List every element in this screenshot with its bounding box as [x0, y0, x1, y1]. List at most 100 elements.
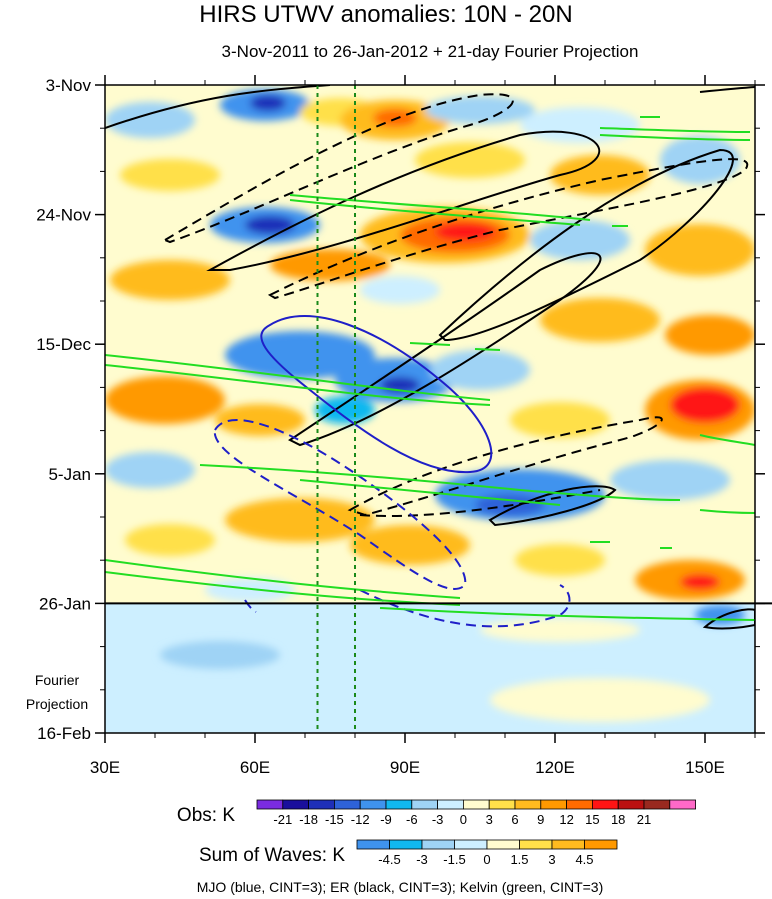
anomaly-blob — [670, 387, 740, 423]
projection-blob — [490, 678, 710, 722]
kelvin-contours — [105, 116, 755, 621]
kelvin-contour — [289, 199, 581, 226]
colorbar-swatch — [437, 799, 464, 810]
colorbar-swatch — [282, 799, 309, 810]
x-tick-label: 90E — [390, 758, 420, 777]
kelvin-contour — [599, 134, 751, 141]
anomaly-blob — [105, 102, 195, 138]
colorbar-level-label: -21 — [273, 812, 292, 827]
anomaly-blob — [530, 220, 630, 260]
waves-colorbar: -4.5 -3 -1.5 0 1.5 3 4.5 — [356, 839, 618, 867]
y-tick-label: 3-Nov — [46, 76, 92, 95]
anomaly-blob — [105, 452, 195, 488]
kelvin-contour — [699, 509, 755, 514]
colorbar-swatch — [551, 839, 585, 850]
projection-blob — [160, 641, 280, 669]
plot-frame — [104, 84, 756, 734]
kelvin-contour — [105, 559, 461, 599]
er-contour-positive — [699, 86, 755, 93]
er-contour-positive — [438, 148, 734, 342]
anomaly-blob — [610, 460, 730, 500]
y-tick-label: 5-Jan — [48, 465, 91, 484]
waves-colorbar-label: Sum of Waves: K — [199, 845, 345, 866]
anomaly-blob — [665, 315, 755, 355]
colorbar-swatch — [462, 799, 490, 810]
y-axis: 3-Nov 24-Nov 15-Dec 5-Jan 26-Jan 16-Feb — [36, 76, 765, 743]
kelvin-contour — [409, 342, 451, 346]
anomaly-blob — [120, 159, 220, 191]
colorbar-swatch — [389, 839, 423, 850]
y-tick-label: 26-Jan — [39, 594, 91, 613]
kelvin-contour — [599, 127, 751, 133]
er-contour-negative — [359, 489, 601, 517]
anomaly-blob — [515, 544, 605, 576]
anomaly-blob — [105, 376, 225, 424]
chart-title: HIRS UTWV anomalies: 10N - 20N — [199, 1, 572, 28]
colorbar-level-label: -12 — [351, 812, 370, 827]
obs-colorbar-label: Obs: K — [177, 805, 235, 826]
er-contour-positive — [488, 485, 617, 527]
kelvin-contour — [474, 348, 501, 351]
colorbar-swatch — [359, 799, 387, 810]
colorbar-swatch — [486, 839, 520, 850]
y-tick-label: 15-Dec — [36, 335, 91, 354]
colorbar-swatch — [566, 799, 593, 810]
kelvin-contour — [105, 354, 491, 401]
colorbar-swatch — [514, 799, 542, 810]
colorbar-swatch — [356, 839, 390, 850]
colorbar-level-label: 15 — [585, 812, 599, 827]
colorbar-level-label: 0 — [460, 812, 467, 827]
kelvin-contour — [379, 607, 755, 621]
plot-area — [105, 85, 755, 733]
obs-colorbar: -21 -18 -15 -12 -9 -6 -3 0 3 6 9 12 15 18 21 — [256, 799, 696, 827]
y-tick-label: 16-Feb — [37, 724, 91, 743]
reference-longitude-lines — [316, 85, 356, 733]
mjo-contour-negative — [244, 599, 257, 613]
colorbar-swatch — [488, 799, 516, 810]
colorbar-level-label: -1.5 — [443, 852, 465, 867]
contour-caption: MJO (blue, CINT=3); ER (black, CINT=3); … — [197, 879, 604, 895]
anomaly-blob — [680, 574, 720, 590]
projection-blob — [480, 618, 640, 642]
anomaly-blob — [435, 223, 495, 241]
er-contour-positive — [702, 608, 755, 630]
anomaly-blob — [360, 276, 440, 304]
colorbar-level-label: 21 — [637, 812, 651, 827]
kelvin-contour — [289, 194, 591, 221]
er-contour-positive — [105, 85, 331, 129]
colorbar-swatch — [454, 839, 488, 850]
anomaly-blob — [510, 402, 610, 438]
mjo-contour-negative — [359, 584, 571, 628]
colorbar-level-label: -3 — [416, 852, 428, 867]
anomaly-blob — [660, 136, 740, 184]
colorbar-level-label: -9 — [380, 812, 392, 827]
anomaly-blob — [550, 155, 650, 195]
anomaly-blob — [215, 404, 305, 436]
anomaly-blob — [245, 216, 295, 234]
colorbar-level-label: 1.5 — [510, 852, 528, 867]
colorbar-level-label: 12 — [559, 812, 573, 827]
chart-subtitle: 3-Nov-2011 to 26-Jan-2012 + 21-day Fouri… — [222, 42, 639, 61]
colorbar-swatch — [617, 799, 645, 810]
colorbar-level-label: -18 — [299, 812, 318, 827]
kelvin-contour — [199, 464, 681, 501]
colorbar-level-label: 0 — [483, 852, 490, 867]
anomaly-blob — [225, 498, 375, 542]
colorbar-level-label: 9 — [537, 812, 544, 827]
colorbar-level-label: -15 — [325, 812, 344, 827]
colorbar-swatch — [643, 799, 671, 810]
colorbar-level-label: 4.5 — [575, 852, 593, 867]
anomaly-blob — [425, 96, 535, 124]
colorbar-swatch — [256, 799, 284, 810]
anomaly-blob — [520, 107, 640, 143]
anomaly-blob — [415, 142, 525, 178]
colorbar-swatch — [592, 799, 619, 810]
colorbar-swatch — [584, 839, 618, 850]
mjo-contours — [260, 315, 493, 474]
colorbar-level-label: 6 — [511, 812, 518, 827]
projection-label-line2: Projection — [26, 696, 88, 712]
y-tick-label: 24-Nov — [36, 206, 91, 225]
x-tick-label: 30E — [90, 758, 120, 777]
colorbar-swatch — [411, 799, 438, 810]
